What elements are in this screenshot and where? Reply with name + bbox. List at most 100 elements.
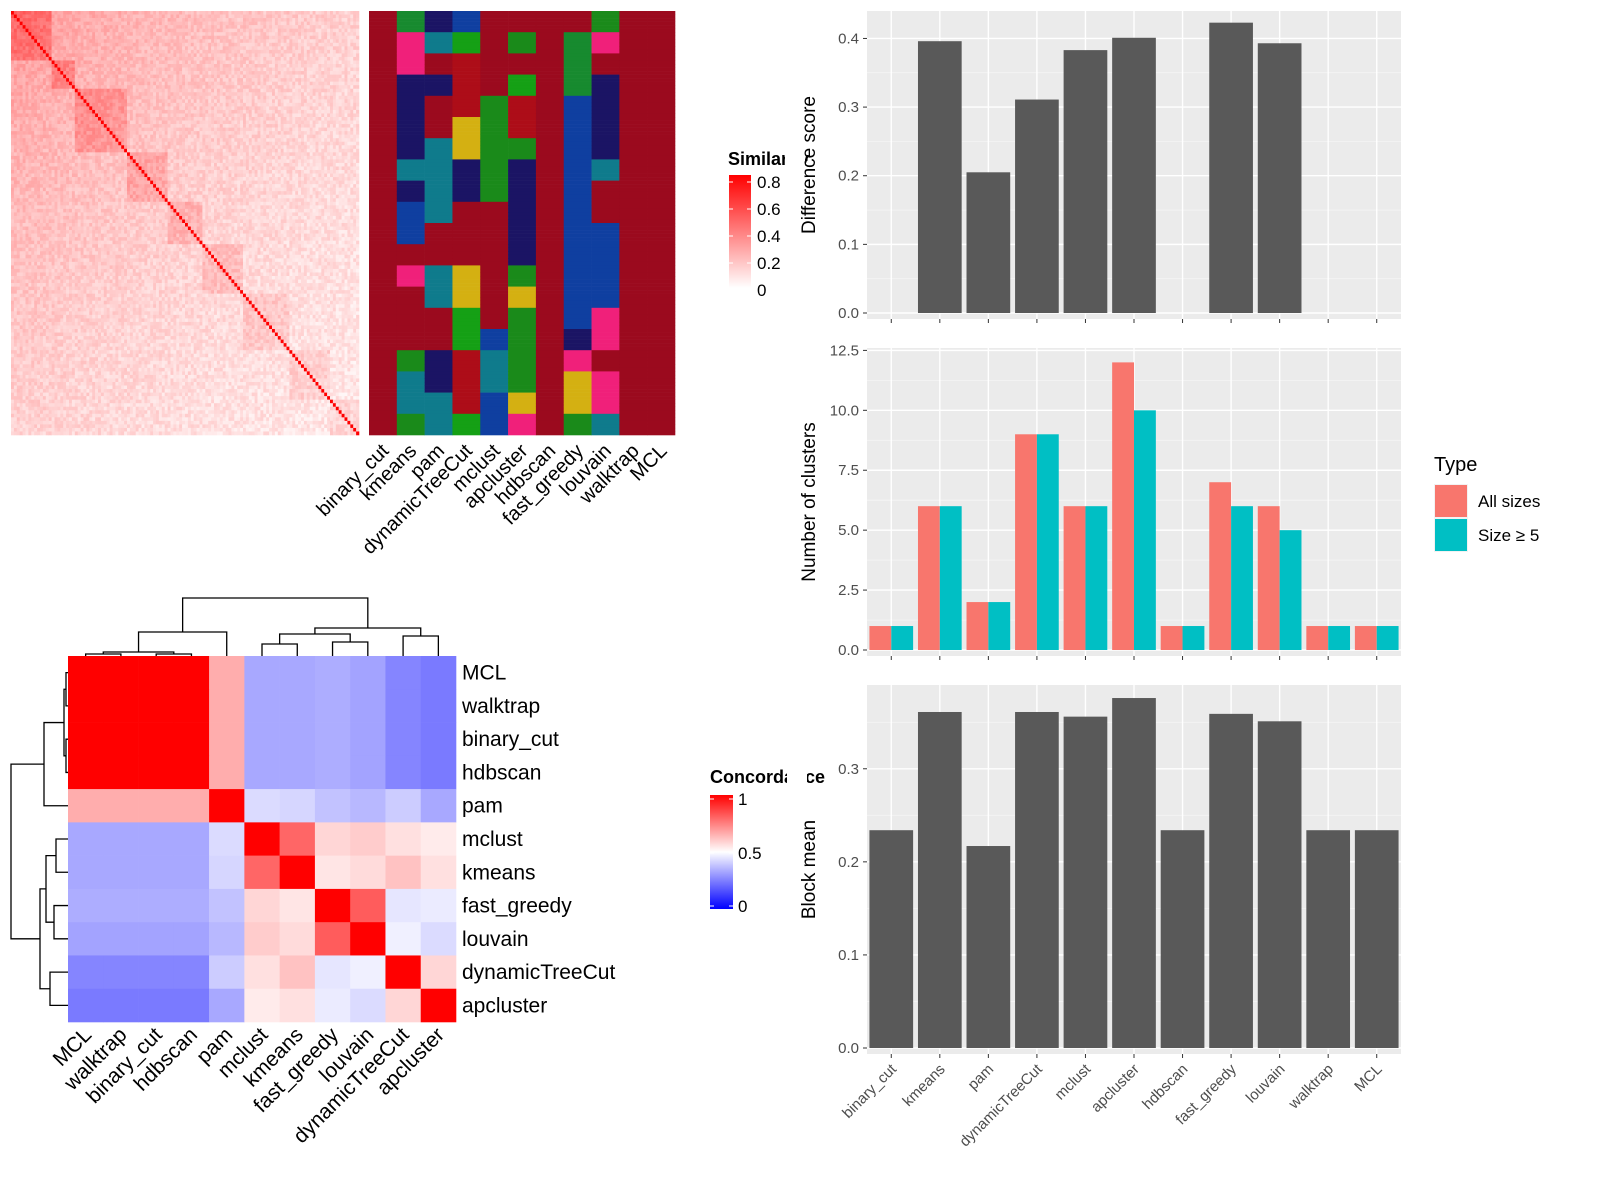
similarity-cell — [199, 56, 203, 61]
similarity-cell — [77, 85, 81, 90]
similarity-cell — [254, 134, 258, 139]
similarity-cell — [37, 74, 41, 79]
similarity-cell — [347, 113, 351, 118]
similarity-cell — [190, 145, 194, 150]
similarity-cell — [13, 109, 18, 114]
similarity-cell — [141, 124, 145, 128]
similarity-cell — [54, 155, 58, 160]
similarity-cell — [164, 53, 168, 58]
similarity-cell — [332, 124, 337, 128]
similarity-cell — [71, 21, 76, 26]
similarity-cell — [219, 138, 223, 143]
similarity-cell — [161, 148, 165, 153]
similarity-cell — [208, 67, 212, 72]
similarity-cell — [16, 152, 20, 157]
similarity-cell — [124, 28, 128, 33]
similarity-cell — [22, 49, 26, 54]
similarity-cell — [341, 81, 345, 86]
similarity-cell — [356, 152, 360, 157]
similarity-cell — [190, 131, 194, 135]
similarity-cell — [254, 56, 258, 61]
similarity-cell — [37, 64, 41, 68]
similarity-cell — [132, 88, 136, 93]
similarity-cell — [190, 49, 194, 54]
similarity-cell — [205, 35, 209, 40]
similarity-cell — [298, 102, 302, 107]
similarity-cell — [312, 138, 316, 143]
similarity-cell — [234, 134, 238, 139]
similarity-cell — [118, 106, 122, 111]
similarity-cell — [338, 78, 342, 82]
similarity-cell — [150, 39, 154, 44]
similarity-cell — [13, 113, 18, 118]
similarity-cell — [34, 35, 38, 40]
similarity-cell — [216, 124, 221, 128]
similarity-cell — [260, 88, 264, 93]
similarity-cell — [42, 127, 47, 132]
similarity-cell — [185, 145, 189, 150]
similarity-cell — [22, 155, 26, 160]
similarity-cell — [190, 56, 194, 61]
similarity-cell — [298, 11, 302, 15]
similarity-cell — [109, 60, 113, 65]
similarity-cell — [196, 39, 200, 44]
similarity-cell — [321, 141, 325, 146]
similarity-cell — [303, 85, 308, 90]
similarity-cell — [144, 53, 148, 58]
similarity-cell — [228, 18, 232, 22]
similarity-cell — [202, 85, 206, 90]
similarity-cell — [100, 81, 105, 86]
similarity-cell — [321, 81, 325, 86]
similarity-cell — [60, 88, 64, 93]
similarity-cell — [243, 71, 247, 75]
similarity-cell — [16, 92, 20, 97]
similarity-cell — [77, 60, 81, 65]
similarity-cell — [51, 81, 55, 86]
similarity-cell — [231, 67, 235, 72]
similarity-cell — [31, 95, 35, 100]
similarity-cell — [327, 28, 331, 33]
similarity-cell — [153, 155, 157, 160]
similarity-cell — [248, 64, 252, 68]
similarity-cell — [98, 99, 102, 104]
similarity-cell — [286, 145, 290, 150]
similarity-cell — [254, 88, 258, 93]
similarity-cell — [205, 14, 209, 19]
similarity-cell — [164, 92, 168, 97]
similarity-cell — [42, 21, 47, 26]
similarity-cell — [150, 138, 154, 143]
similarity-cell — [74, 74, 78, 79]
similarity-cell — [42, 85, 47, 90]
similarity-cell — [92, 88, 96, 93]
similarity-cell — [86, 32, 90, 37]
similarity-cell — [40, 35, 44, 40]
similarity-cell — [327, 141, 331, 146]
similarity-cell — [19, 113, 23, 118]
similarity-cell — [167, 32, 171, 37]
similarity-cell — [13, 102, 18, 107]
similarity-cell — [129, 131, 134, 135]
similarity-cell — [37, 81, 41, 86]
similarity-cell — [135, 85, 139, 90]
similarity-cell — [185, 120, 189, 125]
similarity-cell — [335, 11, 339, 15]
similarity-cell — [234, 42, 238, 47]
similarity-cell — [211, 28, 215, 33]
similarity-cell — [42, 32, 47, 37]
similarity-cell — [234, 64, 238, 68]
similarity-cell — [98, 113, 102, 118]
similarity-cell — [31, 74, 35, 79]
similarity-cell — [80, 42, 84, 47]
similarity-cell — [176, 95, 180, 100]
similarity-cell — [208, 42, 212, 47]
similarity-cell — [315, 109, 319, 114]
similarity-cell — [289, 117, 293, 121]
similarity-cell — [190, 42, 194, 47]
similarity-cell — [309, 32, 313, 37]
similarity-cell — [179, 81, 183, 86]
similarity-cell — [286, 78, 290, 82]
similarity-cell — [95, 60, 99, 65]
similarity-cell — [89, 21, 93, 26]
similarity-cell — [25, 78, 29, 82]
similarity-cell — [40, 39, 44, 44]
